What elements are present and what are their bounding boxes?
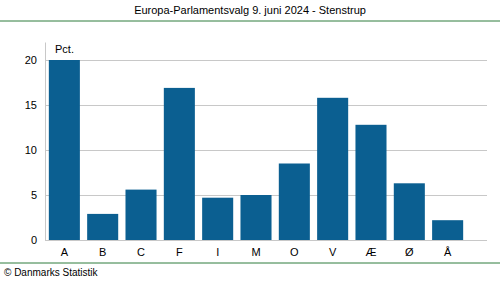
footer: © Danmarks Statistik [4, 267, 99, 278]
y-axis-line [45, 43, 46, 241]
x-tick-label: Å [444, 246, 452, 258]
bar [49, 60, 80, 240]
y-tick: 10 [25, 144, 45, 156]
x-tick: O [290, 240, 299, 258]
bar [394, 183, 425, 240]
bar [355, 125, 386, 240]
y-tick: 15 [25, 99, 45, 111]
y-tick: 5 [31, 189, 45, 201]
y-tick-label: 10 [25, 144, 37, 156]
x-tick: I [216, 240, 219, 258]
x-tick: C [137, 240, 145, 258]
x-tick-label: I [216, 246, 219, 258]
x-tick: M [251, 240, 260, 258]
bars [49, 60, 463, 240]
bar [432, 220, 463, 240]
x-tick-label: M [251, 246, 260, 258]
y-tick-label: 0 [31, 234, 37, 246]
grid-line [45, 105, 487, 106]
grid-line [45, 150, 487, 151]
y-tick-label: 20 [25, 54, 37, 66]
x-axis-line [45, 240, 487, 241]
y-axis: 0 5 10 15 20 [25, 43, 46, 247]
x-tick-label: A [61, 246, 69, 258]
bar [125, 190, 156, 240]
bar [317, 98, 348, 240]
y-tick-label: 5 [31, 189, 37, 201]
x-tick-label: F [176, 246, 183, 258]
x-tick: F [176, 240, 183, 258]
x-tick-label: C [137, 246, 145, 258]
y-tick: 0 [31, 234, 45, 246]
x-axis: ABCFIMOVÆØÅ [45, 240, 487, 258]
x-tick-label: Ø [405, 246, 414, 258]
bar [164, 88, 195, 240]
x-tick-label: B [99, 246, 106, 258]
grid-line [45, 60, 487, 61]
chart: Europa-Parlamentsvalg 9. juni 2024 - Ste… [0, 0, 500, 282]
y-tick: 20 [25, 54, 45, 66]
x-tick: Æ [365, 240, 376, 258]
bar [87, 214, 118, 240]
y-axis-label: Pct. [55, 43, 74, 55]
title: Europa-Parlamentsvalg 9. juni 2024 - Ste… [134, 4, 366, 16]
x-tick: Å [444, 240, 452, 258]
top-rule [0, 21, 500, 22]
x-tick: B [99, 240, 106, 258]
bottom-rule [0, 263, 500, 264]
x-tick: A [61, 240, 69, 258]
x-tick-label: O [290, 246, 299, 258]
bar [279, 164, 310, 241]
bar [240, 195, 271, 240]
grid [45, 60, 487, 240]
bar [202, 198, 233, 240]
x-tick-label: Æ [365, 246, 376, 258]
x-tick-label: V [329, 246, 337, 258]
y-tick-label: 15 [25, 99, 37, 111]
x-tick: V [329, 240, 337, 258]
x-tick: Ø [405, 240, 414, 258]
